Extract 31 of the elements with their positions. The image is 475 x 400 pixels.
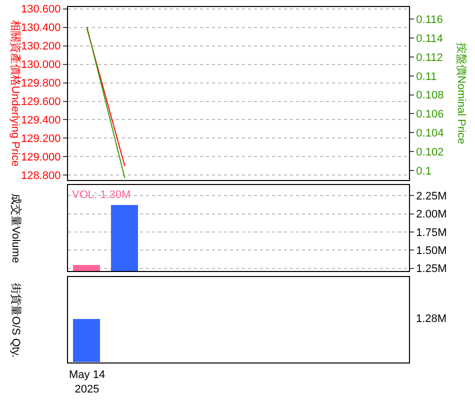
y2-tick-label: 0.104 (416, 127, 444, 140)
y2-tick-label: 0.108 (416, 90, 444, 102)
y-tick-label: 1.50M (416, 245, 447, 258)
y2-tick-label: 0.112 (416, 52, 443, 64)
y2-tick-label: 0.1 (416, 165, 432, 178)
y-tick-label: 130.400 (20, 22, 61, 34)
text: 1.28M (416, 313, 447, 325)
y-tick-label: 130.200 (20, 40, 61, 53)
y2-tick-label: 0.116 (416, 14, 443, 26)
y2-tick-label: 0.106 (416, 108, 444, 121)
y2-tick-label: 0.11 (416, 70, 437, 83)
y2-axis-title: 按盤價Nominal Price (455, 42, 468, 144)
text: May 14 2025 (69, 369, 106, 396)
y-tick-label: 130.000 (20, 59, 61, 72)
y-tick-label: 1.25M (416, 263, 447, 276)
y-axis-title: 街貨量O/S Qty. (9, 283, 22, 358)
y-tick-label: 130.600 (20, 4, 61, 16)
y-tick-label: 129.200 (20, 133, 61, 146)
y2-tick-label: 0.114 (416, 32, 443, 45)
y-tick-label: 129.000 (20, 152, 61, 164)
y-axis-title: 成交量Volume (10, 193, 23, 264)
y-tick-label: 129.600 (20, 96, 61, 108)
y-tick-label: 1.75M (416, 226, 447, 239)
y-tick-label: 2.25M (416, 190, 447, 203)
y-tick-label: 129.800 (20, 78, 61, 90)
annotation: VOL: 1.30M (72, 189, 131, 201)
y-tick-label: 128.800 (20, 170, 61, 182)
y-tick-label: 129.400 (20, 114, 61, 127)
y2-tick-label: 0.102 (416, 146, 444, 158)
y-axis-title: 相關資產價格Underlying Price (9, 20, 22, 166)
y-tick-label: 2.00M (416, 208, 447, 221)
